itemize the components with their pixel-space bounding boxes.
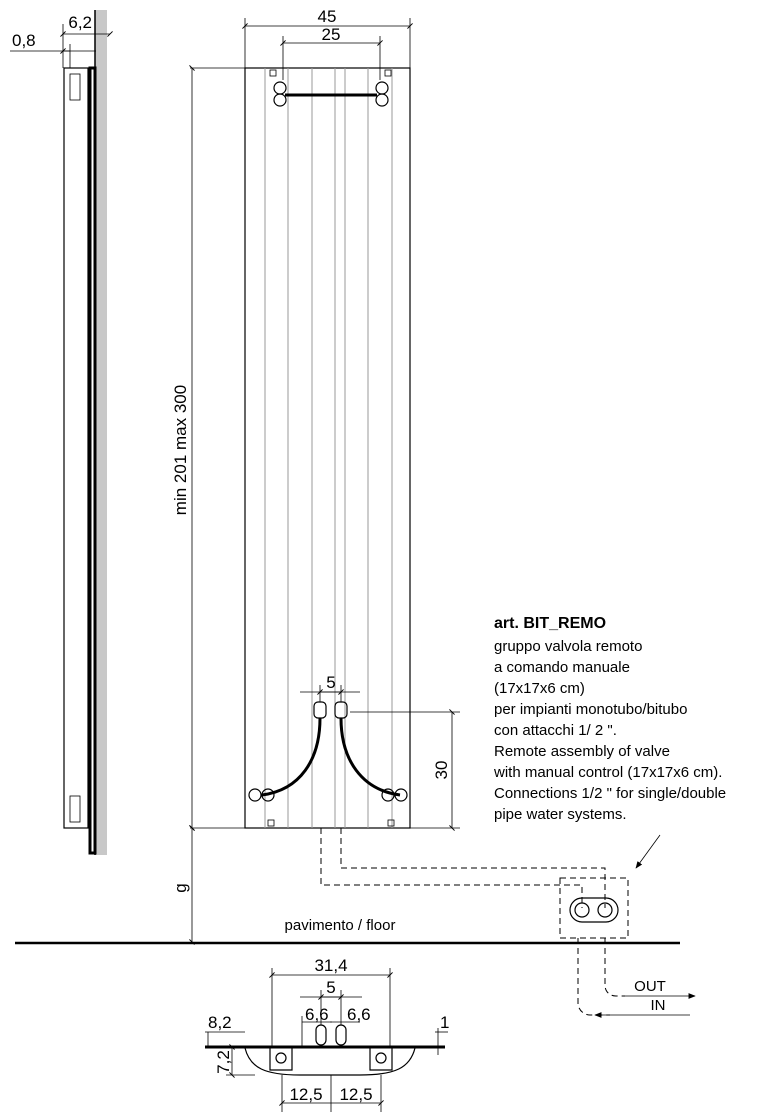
dim-valve-height: 30 <box>432 761 451 780</box>
note-title: art. BIT_REMO <box>494 615 606 632</box>
in-label: IN <box>651 997 666 1014</box>
dim-plan-depth: 8,2 <box>208 1013 232 1032</box>
note-line: a comando manuale <box>494 659 630 676</box>
product-note: art. BIT_REMO gruppo valvola remoto a co… <box>493 615 726 823</box>
floor-label: pavimento / floor <box>285 917 396 934</box>
remote-valve-box <box>559 877 629 1016</box>
dim-plan-spacing: 5 <box>326 978 335 997</box>
floor-gap-dim: g <box>171 825 195 945</box>
note-pointer-arrow <box>635 834 661 869</box>
note-line: Remote assembly of valve <box>494 743 670 760</box>
dim-plan-panel: 1 <box>440 1013 449 1032</box>
dim-plan-bracket: 7,2 <box>214 1050 233 1074</box>
side-view: 6,2 0,8 <box>10 10 113 855</box>
note-line: Connections 1/2 " for single/double <box>494 785 726 802</box>
dim-height: min 201 max 300 <box>171 385 190 515</box>
note-line: pipe water systems. <box>494 806 627 823</box>
remote-pipes <box>320 828 606 908</box>
out-label: OUT <box>634 978 666 995</box>
top-right-bracket <box>375 69 392 107</box>
plan-view: 31,4 5 6,6 6,6 8,2 7,2 1 12,5 12,5 <box>205 956 449 1112</box>
dim-side-gap: 0,8 <box>12 31 36 50</box>
out-in-arrows: OUT IN <box>594 978 696 1018</box>
dim-valve-spacing: 5 <box>326 673 335 692</box>
bottom-valve-connections <box>248 701 408 827</box>
note-line: with manual control (17x17x6 cm). <box>493 764 722 781</box>
note-line: con attacchi 1/ 2 ". <box>494 722 617 739</box>
front-view: 45 25 min 201 max 300 5 <box>171 7 460 831</box>
dim-plan-left-offset: 6,6 <box>305 1005 329 1024</box>
note-line: (17x17x6 cm) <box>494 680 585 697</box>
dim-side-thickness: 6,2 <box>68 13 92 32</box>
note-line: gruppo valvola remoto <box>494 638 642 655</box>
radiator-body-side <box>63 67 89 829</box>
dim-plan-width: 31,4 <box>314 956 347 975</box>
dim-width-total: 45 <box>318 7 337 26</box>
radiator-panel-side <box>88 66 97 855</box>
dim-plan-right-half: 12,5 <box>339 1085 372 1104</box>
dim-width-holes: 25 <box>322 25 341 44</box>
plan-body <box>244 1047 416 1076</box>
top-left-bracket <box>269 69 287 107</box>
note-line: per impianti monotubo/bitubo <box>494 701 687 718</box>
dim-plan-left-half: 12,5 <box>289 1085 322 1104</box>
dim-plan-right-offset: 6,6 <box>347 1005 371 1024</box>
dim-floor-gap: g <box>171 883 190 892</box>
radiator-front <box>244 67 411 829</box>
wall-hatch <box>95 10 107 855</box>
